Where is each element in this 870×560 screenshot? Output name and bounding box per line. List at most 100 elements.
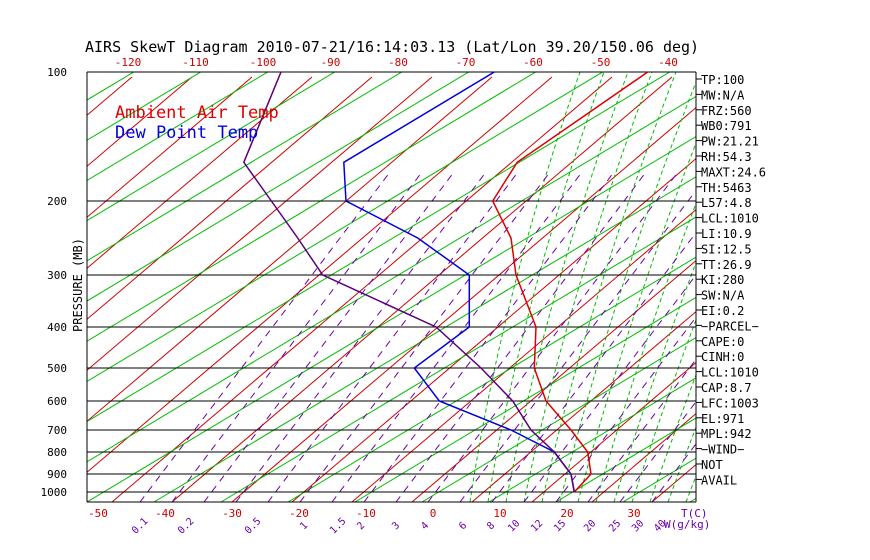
mixing-ratio-tick: 0.2 bbox=[176, 516, 197, 537]
chart-title: AIRS SkewT Diagram 2010-07-21/16:14:03.1… bbox=[85, 38, 699, 56]
dry-adiabat bbox=[591, 412, 696, 502]
stat-value: TH:5463 bbox=[701, 181, 752, 195]
mixing-ratio-tick: 8 bbox=[485, 520, 497, 532]
stat-value: MW:N/A bbox=[701, 88, 745, 102]
mixing-ratio-tick: 6 bbox=[457, 520, 469, 532]
mixing-ratio-tick: 0.5 bbox=[243, 516, 264, 537]
stat-value: AVAIL bbox=[701, 473, 737, 487]
top-temp-tick: -120 bbox=[115, 56, 142, 69]
bottom-temp-tick: 10 bbox=[493, 507, 506, 520]
isotherm bbox=[87, 136, 696, 502]
mixing-ratio-tick: 3 bbox=[390, 520, 402, 532]
dry-adiabat bbox=[87, 76, 133, 116]
mixing-ratio-line bbox=[587, 358, 696, 502]
moist-adiabat bbox=[559, 80, 696, 502]
bottom-temp-tick: -30 bbox=[222, 507, 242, 520]
legend-dew: Dew Point Temp bbox=[115, 123, 258, 143]
stat-value: KI:280 bbox=[701, 273, 744, 287]
isotherm bbox=[287, 256, 696, 502]
stat-value: LFC:1003 bbox=[701, 396, 759, 410]
dry-adiabat bbox=[87, 76, 193, 167]
stat-value: NOT bbox=[701, 458, 723, 472]
stat-value: CAP:8.7 bbox=[701, 381, 752, 395]
mixing-ratio-tick: 12 bbox=[529, 518, 545, 534]
pressure-tick: 300 bbox=[47, 269, 67, 282]
dry-adiabat bbox=[531, 361, 696, 502]
stat-value: −PARCEL− bbox=[701, 319, 759, 333]
mixing-ratio-line bbox=[363, 171, 615, 502]
dry-adiabat bbox=[471, 310, 696, 502]
stat-value: −WIND− bbox=[701, 443, 744, 457]
mixing-ratio-line bbox=[459, 189, 696, 502]
mixing-unit: W(g/kg) bbox=[664, 518, 710, 531]
dry-adiabat bbox=[171, 76, 673, 502]
y-axis-label: PRESSURE (MB) bbox=[71, 238, 85, 332]
stat-value: TT:26.9 bbox=[701, 258, 752, 272]
top-temp-tick: -70 bbox=[456, 56, 476, 69]
isotherm bbox=[87, 95, 696, 463]
moist-adiabat bbox=[577, 141, 696, 502]
isotherm bbox=[153, 176, 696, 502]
stat-value: EL:971 bbox=[701, 412, 744, 426]
bottom-temp-tick: -10 bbox=[356, 507, 376, 520]
isotherm bbox=[87, 72, 403, 262]
mixing-ratio-line bbox=[555, 316, 696, 502]
pressure-tick: 100 bbox=[47, 66, 67, 79]
isotherm bbox=[87, 72, 671, 423]
dry-adiabat bbox=[87, 76, 313, 269]
isotherm bbox=[87, 72, 604, 382]
stat-value: LCL:1010 bbox=[701, 212, 759, 226]
top-temp-tick: -80 bbox=[388, 56, 408, 69]
dry-adiabat bbox=[231, 106, 696, 502]
pressure-tick: 500 bbox=[47, 362, 67, 375]
stat-value: CAPE:0 bbox=[701, 335, 744, 349]
stat-value: CINH:0 bbox=[701, 350, 744, 364]
dry-adiabat bbox=[111, 76, 613, 502]
top-temp-tick: -50 bbox=[591, 56, 611, 69]
bottom-temp-tick: -40 bbox=[155, 507, 175, 520]
bottom-temp-tick: 30 bbox=[627, 507, 640, 520]
mixing-ratio-tick: 2 bbox=[355, 520, 367, 532]
isotherm bbox=[488, 377, 696, 502]
moist-adiabat bbox=[631, 318, 696, 502]
bottom-temp-tick: -50 bbox=[88, 507, 108, 520]
legend-temp: Ambient Air Temp bbox=[115, 103, 279, 123]
dry-adiabat bbox=[0, 77, 72, 502]
mixing-ratio-tick: 30 bbox=[630, 518, 646, 534]
mixing-ratio-line bbox=[427, 171, 679, 502]
pressure-tick: 700 bbox=[47, 424, 67, 437]
pressure-tick: 900 bbox=[47, 468, 67, 481]
stat-value: LCL:1010 bbox=[701, 366, 759, 380]
isotherm bbox=[824, 0, 870, 502]
moist-adiabat bbox=[487, 72, 605, 502]
stat-value: SW:N/A bbox=[701, 289, 745, 303]
mixing-ratio-line bbox=[299, 171, 551, 502]
dry-adiabat bbox=[87, 76, 253, 218]
mixing-ratio-tick: 4 bbox=[419, 520, 431, 532]
moist-adiabat bbox=[613, 261, 696, 502]
mixing-ratio-tick: 10 bbox=[506, 518, 522, 534]
moist-adiabat bbox=[523, 72, 653, 502]
stat-value: PW:21.21 bbox=[701, 135, 759, 149]
pressure-tick: 200 bbox=[47, 195, 67, 208]
mixing-ratio-line bbox=[395, 171, 647, 502]
isotherm bbox=[87, 72, 470, 302]
stat-value: MPL:942 bbox=[701, 427, 752, 441]
isotherm bbox=[87, 72, 269, 181]
stat-value: LI:10.9 bbox=[701, 227, 752, 241]
stat-value: TP:100 bbox=[701, 73, 744, 87]
mixing-ratio-tick: 20 bbox=[582, 518, 598, 534]
isotherm bbox=[757, 0, 870, 502]
mixing-ratio-tick: 1 bbox=[298, 520, 310, 532]
series-ambient-air-temp bbox=[491, 72, 649, 493]
stat-value: SI:12.5 bbox=[701, 242, 752, 256]
bottom-temp-tick: 20 bbox=[560, 507, 573, 520]
mixing-ratio-tick: 0.1 bbox=[130, 516, 151, 537]
stat-value: MAXT:24.6 bbox=[701, 165, 766, 179]
mixing-ratio-line bbox=[203, 171, 455, 502]
mixing-ratio-tick: 15 bbox=[552, 518, 568, 534]
dry-adiabat bbox=[291, 157, 696, 502]
mixing-ratio-line bbox=[331, 171, 583, 502]
dry-adiabat bbox=[772, 77, 870, 502]
